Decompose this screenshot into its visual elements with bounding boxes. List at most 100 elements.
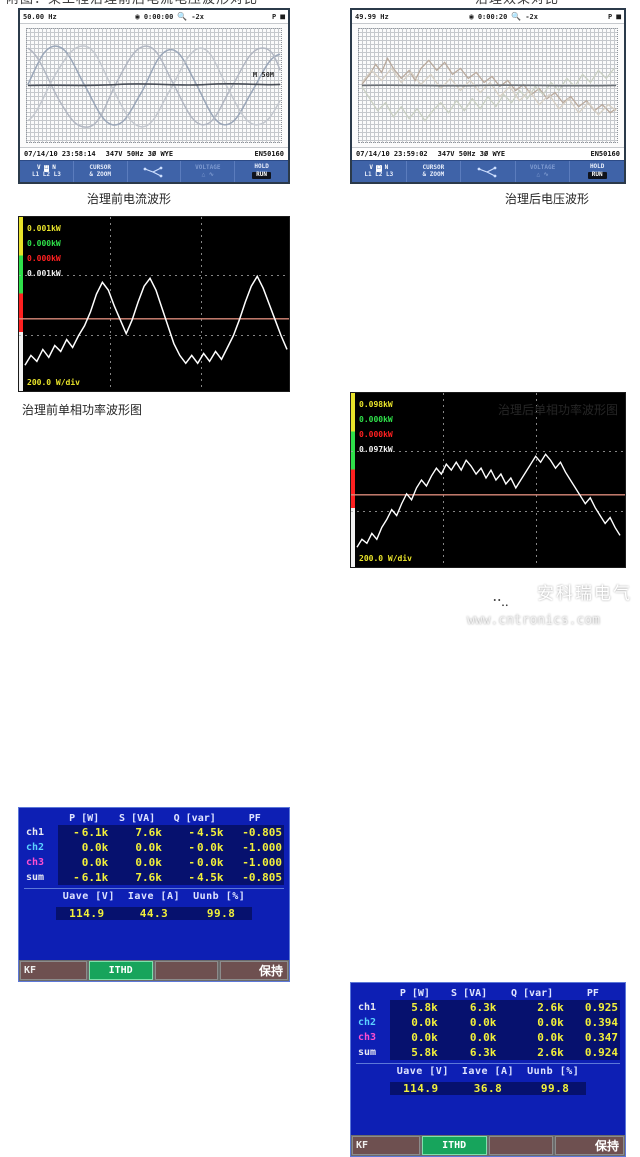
col-header-p: P [W] — [69, 813, 100, 824]
softkey-hold-run[interactable]: HOLD RUN — [235, 161, 288, 182]
trigger-indicator: P — [607, 12, 613, 21]
power-table-before: P [W] S [VA] Q [var] PF ch1 -6.1k 7.6k -… — [24, 812, 284, 885]
softkey-phase-select[interactable]: V ☖ N L1 L2 L3 — [352, 161, 407, 182]
softkey-cursor-zoom[interactable]: CURSOR & ZOOM — [74, 161, 128, 182]
meter-after[interactable]: P [W] S [VA] Q [var] PF ch1 5.8k 6.3k 2.… — [350, 982, 626, 1157]
power-after[interactable]: 0.098kW 0.000kW 0.000kW 0.097kW 200.0 W/… — [350, 392, 626, 568]
col-header-q: Q [var] — [173, 813, 216, 824]
scope-after[interactable]: 49.99 Hz ◉ 0:00:20 🔍 -2x P ■ 07/14/10 23… — [350, 8, 626, 184]
scope-before-header: 50.00 Hz ◉ 0:00:00 🔍 -2x P ■ — [20, 10, 288, 24]
scope-after-header: 49.99 Hz ◉ 0:00:20 🔍 -2x P ■ — [352, 10, 624, 24]
table-header-row: P [W] S [VA] Q [var] PF — [24, 812, 284, 825]
row-label-ch2: ch2 — [26, 842, 45, 853]
grid-line-v — [110, 217, 111, 391]
iave-label: Iave [A] — [461, 1066, 515, 1077]
softkey-waveform-icon[interactable] — [461, 161, 516, 182]
channel-color-bar — [19, 217, 23, 391]
power-value-ch3: 0.000kW — [27, 254, 61, 263]
meter-divider — [356, 1063, 620, 1064]
cell-p-ch3: 0.0k — [390, 1030, 440, 1045]
key-hold[interactable]: 保持 — [220, 961, 288, 980]
zoom-icon[interactable]: 🔍 — [511, 12, 522, 21]
softkey-waveform-icon[interactable] — [128, 161, 182, 182]
home-icon[interactable]: ☖ — [43, 163, 50, 172]
elapsed-time: 0:00:20 — [477, 12, 508, 21]
key-blank[interactable] — [154, 961, 219, 980]
trace-l2 — [27, 45, 281, 128]
meter-before-keys[interactable]: KF ITHD 保持 — [19, 960, 289, 981]
cell-pf-ch3: 0.347 — [565, 1030, 620, 1045]
cell-q-ch3: 0.0k — [498, 1030, 566, 1045]
cell-s-ch2: 0.0k — [439, 1015, 499, 1030]
softkey-voltage[interactable]: VOLTAGE △ ∿ — [181, 161, 236, 182]
key-ithd[interactable]: ITHD — [421, 1136, 487, 1155]
trace-l3 — [27, 45, 281, 128]
softkey-hold-label: HOLD — [589, 163, 605, 171]
table-header-row: P [W] S [VA] Q [var] PF — [356, 987, 620, 1000]
key-blank[interactable] — [488, 1136, 554, 1155]
contrast-icon[interactable]: ◉ — [135, 12, 140, 21]
uunb-label: Uunb [%] — [193, 891, 246, 902]
col-header-q: Q [var] — [510, 988, 554, 999]
standard-readout: EN50160 — [590, 150, 620, 158]
home-icon[interactable]: ☖ — [375, 163, 382, 172]
power-value-sum: 0.001kW — [27, 269, 61, 278]
cell-q-ch2: -0.0k — [163, 840, 226, 855]
uunb-value: 99.8 — [540, 1082, 570, 1095]
scope-after-status: 07/14/10 23:59:02 347V 50Hz 3Ø WYE EN501… — [352, 147, 624, 160]
battery-icon: ■ — [616, 12, 622, 21]
frequency-readout: 49.99 Hz — [355, 12, 389, 21]
grid-line-h — [19, 335, 289, 336]
caption-power-before: 治理前单相功率波形图 — [22, 403, 143, 417]
col-header-s: S [VA] — [119, 813, 156, 824]
cell-pf-ch2: -1.000 — [225, 840, 284, 855]
meter-before[interactable]: P [W] S [VA] Q [var] PF ch1 -6.1k 7.6k -… — [18, 807, 290, 982]
power-value-ch3: 0.000kW — [359, 430, 393, 439]
trace-l1 — [27, 45, 281, 126]
softkey-hold-run[interactable]: HOLD RUN — [570, 161, 624, 182]
power-before[interactable]: 0.001kW 0.000kW 0.000kW 0.001kW 200.0 W/… — [18, 216, 290, 392]
meter-after-keys[interactable]: KF ITHD 保持 — [351, 1135, 625, 1156]
scope-before-plot[interactable]: M 50M — [20, 24, 288, 147]
iave-value: 36.8 — [473, 1082, 503, 1095]
softkey-phase-select[interactable]: V ☖ N L1 L2 L3 — [20, 161, 74, 182]
power-value-ch2: 0.000kW — [27, 239, 61, 248]
power-scale-label: 200.0 W/div — [27, 378, 80, 387]
zoom-icon[interactable]: 🔍 — [177, 12, 188, 21]
col-header-pf: PF — [586, 988, 599, 999]
key-kf[interactable]: KF — [20, 961, 87, 980]
grid-line-v — [443, 393, 444, 567]
summary-headers: Uave [V] Iave [A] Uunb [%] — [356, 1066, 620, 1077]
cell-p-sum: 5.8k — [390, 1045, 440, 1060]
cell-p-ch2: 0.0k — [58, 840, 111, 855]
col-header-blank — [356, 987, 390, 1000]
cell-s-ch3: 0.0k — [439, 1030, 499, 1045]
scope-after-plot[interactable] — [352, 24, 624, 147]
softkey-voltage[interactable]: VOLTAGE △ ∿ — [516, 161, 571, 182]
scope-after-softkeys[interactable]: V ☖ N L1 L2 L3 CURSOR & ZOOM VOLTAGE △ ∿ H… — [352, 160, 624, 182]
table-row: ch2 0.0k 0.0k 0.0k 0.394 — [356, 1015, 620, 1030]
key-hold[interactable]: 保持 — [555, 1136, 624, 1155]
softkey-cursor-zoom[interactable]: CURSOR & ZOOM — [407, 161, 462, 182]
table-row: ch2 0.0k 0.0k -0.0k -1.000 — [24, 840, 284, 855]
summary-after: Uave [V] Iave [A] Uunb [%] 114.9 36.8 99… — [356, 1066, 620, 1099]
table-row: ch3 0.0k 0.0k -0.0k -1.000 — [24, 855, 284, 870]
power-value-ch1: 0.098kW — [359, 400, 393, 409]
contrast-icon[interactable]: ◉ — [469, 12, 474, 21]
key-ithd[interactable]: ITHD — [88, 961, 153, 980]
grid-line-v — [536, 393, 537, 567]
scope-before[interactable]: 50.00 Hz ◉ 0:00:00 🔍 -2x P ■ M 50M 07/14… — [18, 8, 290, 184]
summary-values: 114.9 36.8 99.8 — [389, 1082, 587, 1095]
trace-neutral — [27, 82, 281, 87]
elapsed-time: 0:00:00 — [143, 12, 174, 21]
summary-headers: Uave [V] Iave [A] Uunb [%] — [24, 891, 284, 902]
power-trace-before — [19, 274, 289, 366]
cell-pf-ch2: 0.394 — [565, 1015, 620, 1030]
uave-value: 114.9 — [403, 1082, 439, 1095]
row-label-ch3: ch3 — [358, 1032, 377, 1043]
key-kf[interactable]: KF — [352, 1136, 420, 1155]
power-value-sum: 0.097kW — [359, 445, 393, 454]
softkey-cursor-line1: CURSOR — [89, 163, 112, 171]
scope-before-softkeys[interactable]: V ☖ N L1 L2 L3 CURSOR & ZOOM VOLTAGE △ ∿ H… — [20, 160, 288, 182]
cell-pf-ch1: -0.805 — [225, 825, 284, 840]
